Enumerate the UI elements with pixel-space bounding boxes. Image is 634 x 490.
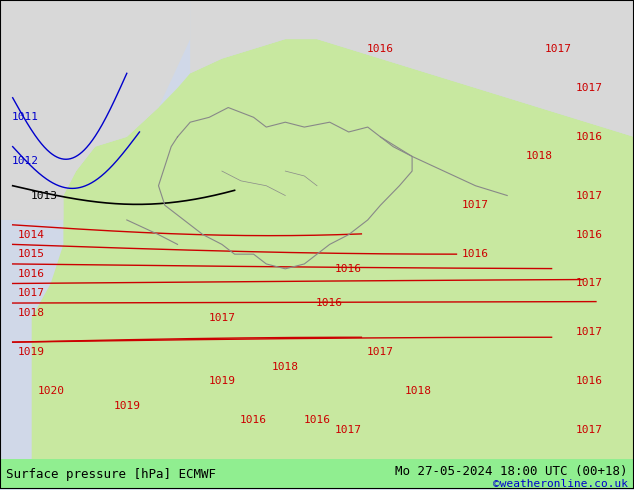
Text: 1019: 1019 — [209, 376, 235, 386]
Text: Mo 27-05-2024 18:00 UTC (00+18): Mo 27-05-2024 18:00 UTC (00+18) — [395, 465, 628, 478]
Text: 1019: 1019 — [18, 347, 45, 357]
Text: 1017: 1017 — [576, 425, 603, 435]
Text: ©weatheronline.co.uk: ©weatheronline.co.uk — [493, 479, 628, 489]
Text: 1017: 1017 — [367, 347, 394, 357]
Text: 1017: 1017 — [576, 327, 603, 338]
Polygon shape — [0, 0, 190, 220]
Text: 1015: 1015 — [18, 249, 45, 259]
Text: 1017: 1017 — [576, 191, 603, 200]
Text: 1017: 1017 — [18, 288, 45, 298]
Text: 1017: 1017 — [576, 83, 603, 93]
Text: 1016: 1016 — [316, 298, 343, 308]
Text: 1016: 1016 — [462, 249, 489, 259]
Text: 1016: 1016 — [576, 230, 603, 240]
Text: Surface pressure [hPa] ECMWF: Surface pressure [hPa] ECMWF — [6, 467, 216, 481]
Text: 1019: 1019 — [113, 401, 140, 411]
Text: 1016: 1016 — [335, 264, 362, 274]
Text: 1016: 1016 — [367, 44, 394, 54]
Text: 1014: 1014 — [18, 230, 45, 240]
Text: 1018: 1018 — [526, 151, 552, 161]
Text: 1016: 1016 — [576, 376, 603, 386]
Bar — [0, 460, 634, 489]
Text: 1016: 1016 — [240, 416, 267, 425]
Text: 1017: 1017 — [335, 425, 362, 435]
Text: 1016: 1016 — [18, 269, 45, 279]
Text: 1017: 1017 — [576, 278, 603, 289]
Text: 1017: 1017 — [209, 313, 235, 323]
Text: 1017: 1017 — [462, 200, 489, 210]
Polygon shape — [32, 39, 634, 460]
Text: 1013: 1013 — [31, 191, 58, 200]
Text: 1016: 1016 — [576, 132, 603, 142]
Text: 1018: 1018 — [272, 362, 299, 371]
Text: 1011: 1011 — [12, 112, 39, 122]
Text: 1016: 1016 — [304, 416, 330, 425]
Text: 1012: 1012 — [12, 156, 39, 166]
Text: 1018: 1018 — [405, 386, 432, 396]
Polygon shape — [190, 0, 634, 137]
Text: 1018: 1018 — [18, 308, 45, 318]
Text: 1020: 1020 — [37, 386, 64, 396]
Text: 1017: 1017 — [545, 44, 571, 54]
